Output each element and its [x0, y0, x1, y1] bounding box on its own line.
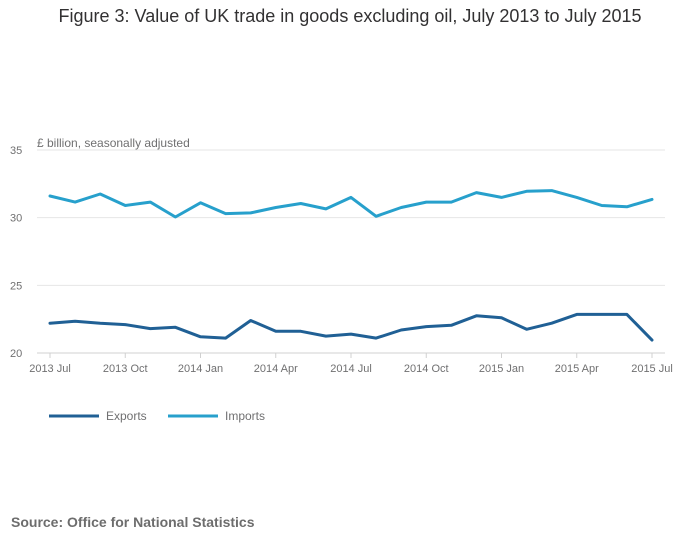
series-line-imports	[48, 189, 654, 219]
y-axis-label: £ billion, seasonally adjusted	[37, 136, 190, 150]
chart-title: Figure 3: Value of UK trade in goods exc…	[58, 6, 642, 26]
x-tick-label: 2013 Jul	[29, 363, 71, 375]
x-tick-label: 2014 Apr	[254, 363, 298, 375]
x-tick-label: 2015 Jul	[631, 363, 673, 375]
legend-label-exports: Exports	[106, 409, 147, 423]
x-tick-label: 2014 Jan	[178, 363, 223, 375]
x-tick-label: 2013 Oct	[103, 363, 148, 375]
x-tick-label: 2014 Jul	[330, 363, 372, 375]
y-tick-label: 25	[10, 280, 22, 292]
series-line-exports	[48, 312, 654, 342]
y-tick-label: 35	[10, 145, 22, 157]
x-tick-label: 2015 Jan	[479, 363, 524, 375]
y-tick-label: 30	[10, 213, 22, 225]
source-note: Source: Office for National Statistics	[11, 514, 255, 530]
y-tick-label: 20	[10, 348, 22, 360]
x-tick-label: 2015 Apr	[555, 363, 599, 375]
legend-label-imports: Imports	[225, 409, 265, 423]
x-tick-label: 2014 Oct	[404, 363, 449, 375]
